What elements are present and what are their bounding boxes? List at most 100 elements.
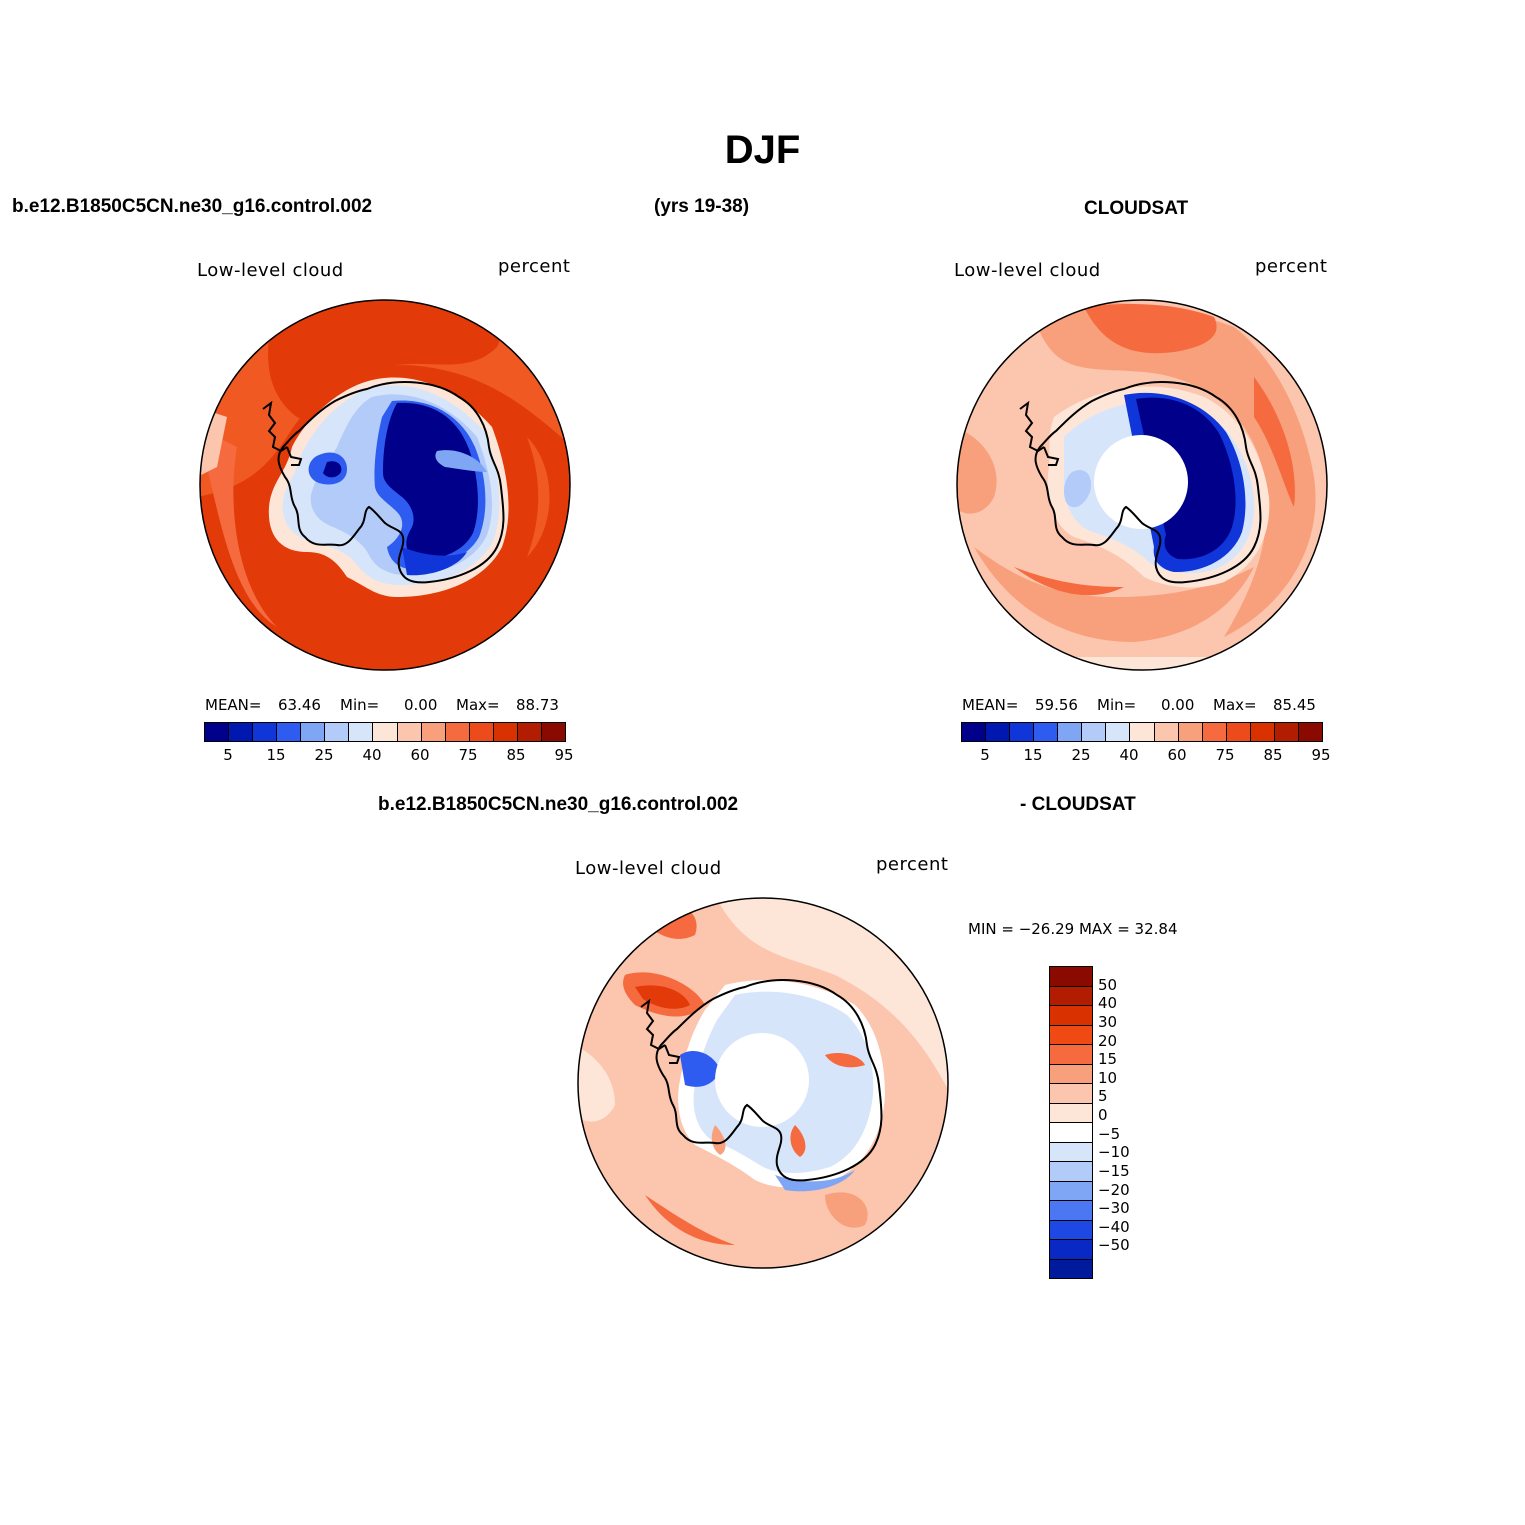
colorbar-swatch: [1034, 723, 1059, 741]
colorbar-swatch: [1010, 723, 1035, 741]
panel1-variable-label: Low-level cloud: [197, 260, 344, 281]
colorbar-swatch: [1226, 723, 1251, 741]
colorbar-swatch: [1274, 723, 1299, 741]
colorbar-swatch: [517, 723, 542, 741]
panel1-max-label: Max=: [456, 696, 500, 714]
colorbar-swatch: [1202, 723, 1227, 741]
colorbar-tick-label: 75: [1215, 746, 1235, 764]
panel1-colorbar-ticks: 5 15 25 40 60 75 85 95: [204, 746, 573, 766]
difference-colorbar: [1049, 966, 1093, 1279]
panel2-mean-value: 59.56: [1035, 696, 1078, 714]
colorbar-tick-label: 10: [1098, 1068, 1118, 1087]
colorbar-swatch: [493, 723, 518, 741]
colorbar-swatch: [1050, 1045, 1092, 1065]
colorbar-swatch: [349, 723, 374, 741]
diff-variable-label: Low-level cloud: [575, 858, 722, 879]
colorbar-swatch: [325, 723, 350, 741]
colorbar-tick-label: 25: [314, 746, 334, 764]
colorbar-tick-label: 95: [1311, 746, 1331, 764]
colorbar-tick-label: 5: [1098, 1087, 1108, 1106]
colorbar-swatch: [1050, 1201, 1092, 1221]
colorbar-swatch: [229, 723, 254, 741]
colorbar-tick-label: 15: [266, 746, 286, 764]
colorbar-tick-label: 5: [980, 746, 990, 764]
main-title: DJF: [724, 128, 801, 172]
panel2-mean-label: MEAN=: [962, 696, 1019, 714]
colorbar-tick-label: 0: [1098, 1106, 1108, 1124]
colorbar-swatch: [541, 723, 565, 741]
panel2-colorbar: [961, 722, 1323, 742]
colorbar-swatch: [277, 723, 302, 741]
colorbar-swatch: [962, 723, 987, 741]
colorbar-swatch: [301, 723, 326, 741]
panel2-max-value: 85.45: [1273, 696, 1316, 714]
colorbar-tick-label: 60: [1167, 746, 1187, 764]
panel1-units-label: percent: [498, 256, 571, 277]
colorbar-swatch: [1298, 723, 1322, 741]
colorbar-swatch: [1050, 1025, 1092, 1045]
colorbar-tick-label: −15: [1098, 1161, 1130, 1180]
colorbar-swatch: [1250, 723, 1275, 741]
colorbar-swatch: [445, 723, 470, 741]
colorbar-swatch: [1050, 1181, 1092, 1201]
diff-units-label: percent: [876, 854, 949, 875]
colorbar-swatch: [1050, 1084, 1092, 1104]
diff-obs-header: - CLOUDSAT: [1020, 794, 1136, 815]
panel1-max-value: 88.73: [516, 696, 559, 714]
colorbar-tick-label: −30: [1098, 1199, 1130, 1218]
difference-polar-map: [577, 897, 949, 1269]
colorbar-swatch: [1050, 1220, 1092, 1240]
case-name-header: b.e12.B1850C5CN.ne30_g16.control.002: [12, 196, 373, 217]
colorbar-swatch: [1050, 1259, 1092, 1278]
colorbar-tick-label: −5: [1098, 1124, 1121, 1143]
colorbar-swatch: [1050, 1064, 1092, 1084]
panel2-variable-label: Low-level cloud: [954, 260, 1101, 281]
colorbar-swatch: [1050, 967, 1092, 987]
colorbar-swatch: [1050, 1142, 1092, 1162]
panel1-min-label: Min=: [340, 696, 380, 714]
panel2-units-label: percent: [1255, 256, 1328, 277]
colorbar-swatch: [1058, 723, 1083, 741]
colorbar-swatch: [421, 723, 446, 741]
colorbar-swatch: [469, 723, 494, 741]
colorbar-tick-label: 75: [458, 746, 478, 764]
colorbar-swatch: [1154, 723, 1179, 741]
panel2-min-label: Min=: [1097, 696, 1137, 714]
colorbar-tick-label: 40: [1119, 746, 1139, 764]
colorbar-swatch: [1050, 1103, 1092, 1123]
panel2-colorbar-ticks: 5 15 25 40 60 75 85 95: [961, 746, 1330, 766]
colorbar-swatch: [1130, 723, 1155, 741]
panel1-min-value: 0.00: [404, 696, 438, 714]
colorbar-tick-label: 60: [410, 746, 430, 764]
diff-case-header: b.e12.B1850C5CN.ne30_g16.control.002: [378, 794, 739, 815]
colorbar-swatch: [397, 723, 422, 741]
colorbar-swatch: [1106, 723, 1131, 741]
colorbar-tick-label: −40: [1098, 1217, 1130, 1236]
colorbar-swatch: [1178, 723, 1203, 741]
colorbar-tick-label: 15: [1098, 1050, 1118, 1069]
colorbar-tick-label: 5: [223, 746, 233, 764]
colorbar-tick-label: 40: [1098, 994, 1118, 1013]
panel2-min-value: 0.00: [1161, 696, 1195, 714]
colorbar-swatch: [205, 723, 230, 741]
model-polar-map: [199, 299, 571, 671]
colorbar-swatch: [1050, 986, 1092, 1006]
panel2-max-label: Max=: [1213, 696, 1257, 714]
colorbar-swatch: [986, 723, 1011, 741]
colorbar-tick-label: 50: [1098, 975, 1118, 994]
colorbar-swatch: [253, 723, 278, 741]
colorbar-tick-label: 95: [554, 746, 574, 764]
cloudsat-polar-map: [956, 299, 1328, 671]
colorbar-tick-label: 30: [1098, 1012, 1118, 1031]
difference-colorbar-ticks: 50 40 30 20 15 10 5 0 −5 −10 −15 −20 −30 −40 −50: [1098, 966, 1158, 1264]
diff-minmax-label: MIN = −26.29 MAX = 32.84: [968, 920, 1178, 938]
colorbar-tick-label: 25: [1071, 746, 1091, 764]
years-header: (yrs 19-38): [654, 196, 750, 217]
colorbar-swatch: [1050, 1162, 1092, 1182]
colorbar-tick-label: 40: [362, 746, 382, 764]
colorbar-swatch: [1082, 723, 1107, 741]
colorbar-tick-label: 15: [1023, 746, 1043, 764]
panel1-mean-label: MEAN=: [205, 696, 262, 714]
colorbar-tick-label: 20: [1098, 1031, 1118, 1050]
obs-name-header: CLOUDSAT: [1084, 198, 1189, 219]
